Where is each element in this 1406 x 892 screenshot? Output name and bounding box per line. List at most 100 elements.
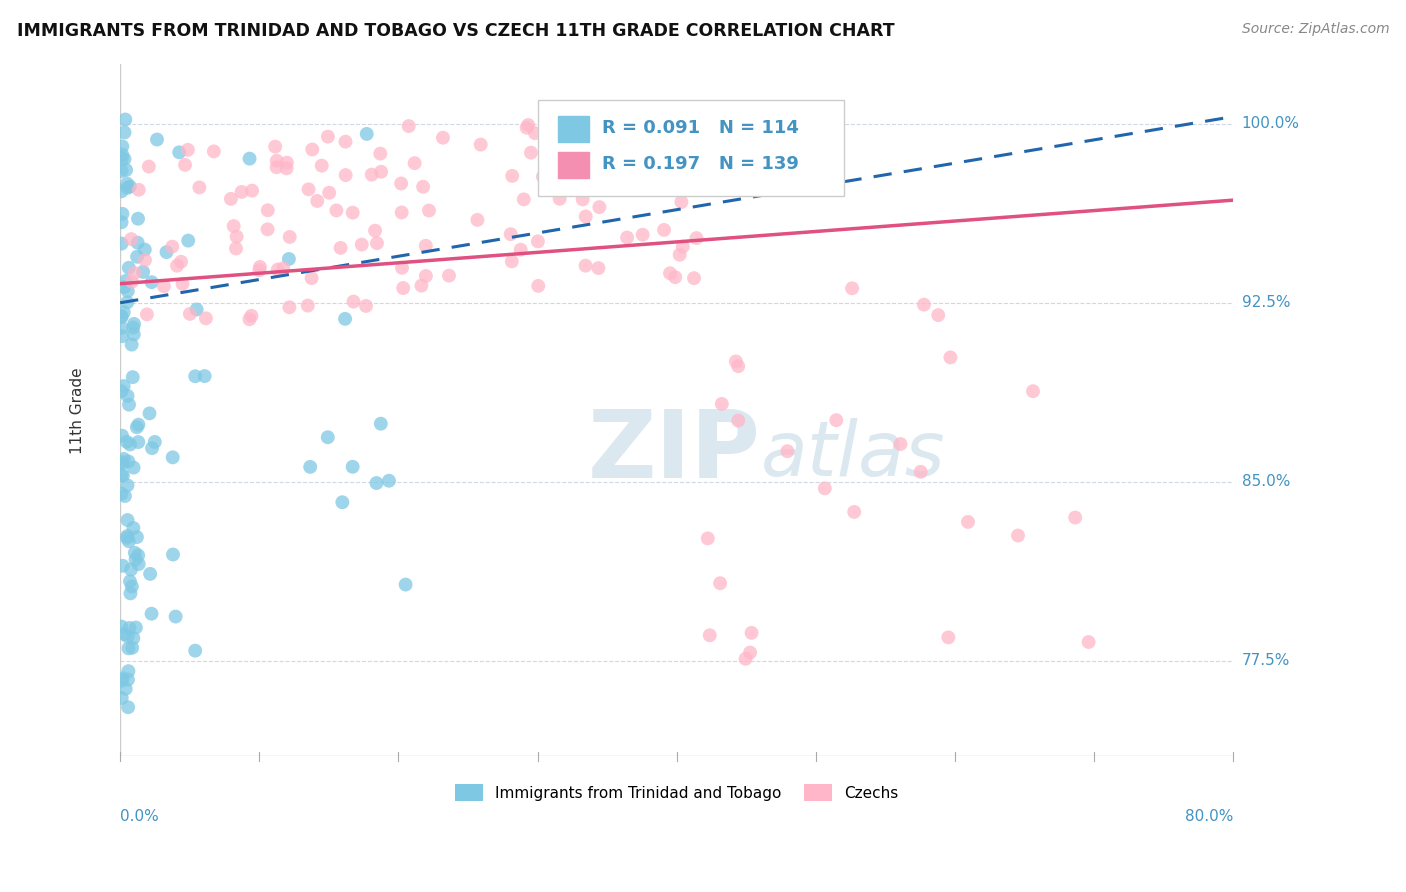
Point <box>727 359 749 374</box>
Point <box>117 454 139 468</box>
Point <box>523 126 546 140</box>
Text: 85.0%: 85.0% <box>1241 475 1289 490</box>
Point <box>276 161 298 176</box>
Point <box>318 186 340 200</box>
Point <box>588 200 610 214</box>
Point <box>127 235 149 250</box>
Point <box>652 223 675 237</box>
Point <box>956 515 979 529</box>
Text: atlas: atlas <box>761 418 946 492</box>
Point <box>219 192 242 206</box>
Point <box>631 227 654 242</box>
Point <box>1064 510 1087 524</box>
Point <box>124 552 146 566</box>
Point <box>110 468 132 483</box>
Point <box>724 354 747 368</box>
Point <box>307 194 329 208</box>
Point <box>153 279 176 293</box>
Point <box>120 563 142 577</box>
Point <box>124 266 146 280</box>
Point <box>889 437 911 451</box>
Point <box>117 513 139 527</box>
Text: 92.5%: 92.5% <box>1241 295 1291 310</box>
Point <box>127 211 149 226</box>
Point <box>927 308 949 322</box>
Point <box>370 417 392 431</box>
Text: 77.5%: 77.5% <box>1241 653 1289 668</box>
Point <box>910 465 932 479</box>
Bar <box>558 116 589 143</box>
Point <box>276 155 298 169</box>
Point <box>588 261 610 276</box>
Point <box>568 182 591 196</box>
Point <box>112 280 135 294</box>
Point <box>117 284 139 298</box>
Point <box>418 203 440 218</box>
Point <box>194 369 217 384</box>
Point <box>564 162 586 177</box>
Point <box>122 631 145 645</box>
Point <box>110 320 132 334</box>
Point <box>118 621 141 635</box>
Point <box>238 312 260 326</box>
Point <box>301 271 323 285</box>
Point <box>531 169 554 184</box>
Point <box>174 158 197 172</box>
Point <box>138 160 160 174</box>
Point <box>124 546 146 560</box>
Point <box>614 158 637 172</box>
Point <box>111 456 134 470</box>
Point <box>110 487 132 501</box>
Point <box>240 184 263 198</box>
Point <box>247 263 270 277</box>
Text: IMMIGRANTS FROM TRINIDAD AND TOBAGO VS CZECH 11TH GRADE CORRELATION CHART: IMMIGRANTS FROM TRINIDAD AND TOBAGO VS C… <box>17 22 894 40</box>
Point <box>114 274 136 288</box>
Point <box>643 163 665 178</box>
FancyBboxPatch shape <box>537 100 844 195</box>
Point <box>624 169 647 183</box>
Point <box>671 194 693 209</box>
Point <box>128 557 150 571</box>
Point <box>392 281 415 295</box>
Point <box>277 252 299 266</box>
Point <box>709 576 731 591</box>
Point <box>194 311 217 326</box>
Point <box>179 307 201 321</box>
Point <box>699 628 721 642</box>
Point <box>125 250 148 264</box>
Text: ZIP: ZIP <box>588 406 761 498</box>
Point <box>470 137 492 152</box>
Point <box>146 132 169 146</box>
Point <box>202 145 225 159</box>
Point <box>172 277 194 291</box>
Point <box>117 478 139 492</box>
Point <box>111 147 134 161</box>
Point <box>520 145 543 160</box>
Point <box>111 455 134 469</box>
Point <box>111 428 134 442</box>
Point <box>127 417 149 432</box>
Legend: Immigrants from Trinidad and Tobago, Czechs: Immigrants from Trinidad and Tobago, Cze… <box>449 778 904 807</box>
Point <box>844 505 866 519</box>
Point <box>316 430 339 444</box>
Point <box>117 700 139 714</box>
Point <box>616 230 638 244</box>
Point <box>267 262 290 277</box>
Point <box>571 193 593 207</box>
Point <box>118 398 141 412</box>
Point <box>350 237 373 252</box>
Point <box>111 207 134 221</box>
Point <box>117 630 139 644</box>
Text: R = 0.197   N = 139: R = 0.197 N = 139 <box>602 155 799 173</box>
Point <box>136 307 159 321</box>
Point <box>110 309 132 323</box>
Point <box>256 203 278 218</box>
Point <box>122 521 145 535</box>
Bar <box>558 152 589 178</box>
Point <box>366 236 388 251</box>
Point <box>117 529 139 543</box>
Point <box>121 580 143 594</box>
Point <box>138 406 160 420</box>
Point <box>167 145 190 160</box>
Point <box>513 192 536 206</box>
